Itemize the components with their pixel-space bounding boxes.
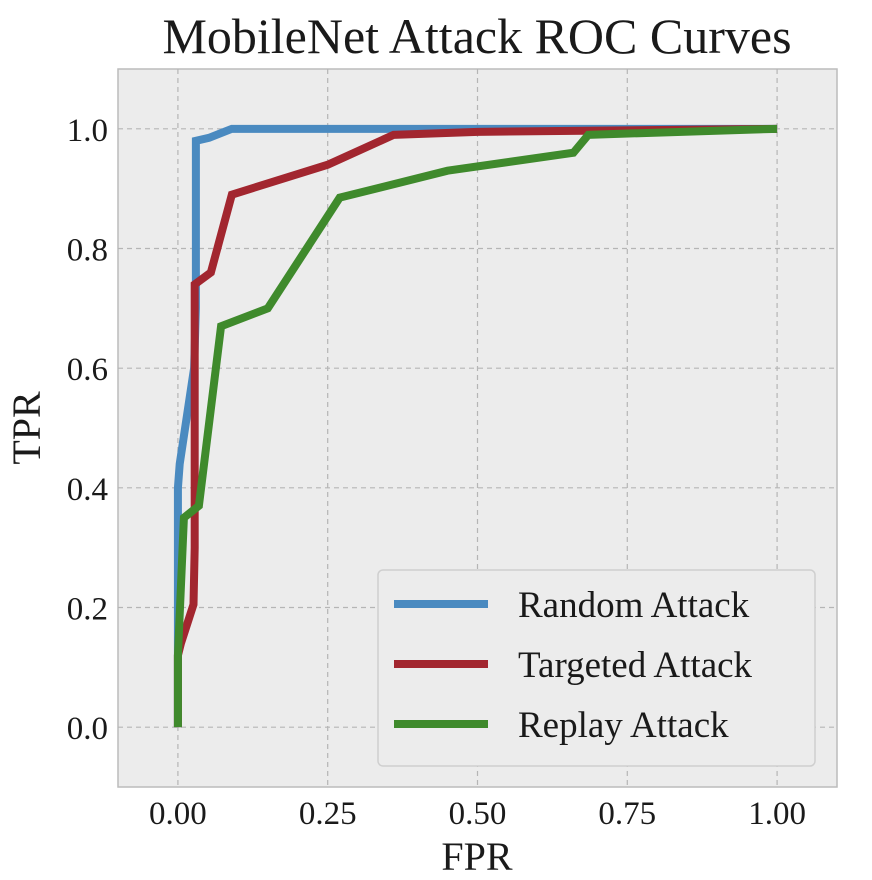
- y-tick-label: 0.8: [67, 233, 108, 269]
- y-tick-label: 0.6: [67, 352, 108, 388]
- series-layer: [173, 124, 778, 728]
- y-tick-label: 0.4: [67, 472, 108, 508]
- replay-attack-line: [173, 124, 778, 728]
- y-tick-label: 0.0: [67, 711, 108, 747]
- x-tick-label: 1.00: [748, 796, 806, 832]
- y-axis-title: TPR: [4, 391, 49, 465]
- legend-label-random: Random Attack: [518, 585, 750, 626]
- x-tick-label: 0.00: [149, 796, 207, 832]
- legend-label-targeted: Targeted Attack: [518, 645, 753, 686]
- y-tick-label: 0.2: [67, 592, 108, 628]
- x-tick-label: 0.75: [598, 796, 656, 832]
- legend: Random Attack Targeted Attack Replay Att…: [377, 569, 816, 767]
- y-tick-label: 1.0: [67, 113, 108, 149]
- legend-box: [377, 569, 816, 767]
- tick-layer: 0.00 0.25 0.50 0.75 1.00 0.0 0.2 0.4 0.6 0.8 1.0: [67, 113, 806, 832]
- x-tick-label: 0.25: [299, 796, 357, 832]
- legend-label-replay: Replay Attack: [518, 705, 729, 746]
- x-tick-label: 0.50: [449, 796, 507, 832]
- x-axis-title: FPR: [441, 834, 512, 879]
- chart-title: MobileNet Attack ROC Curves: [162, 8, 791, 64]
